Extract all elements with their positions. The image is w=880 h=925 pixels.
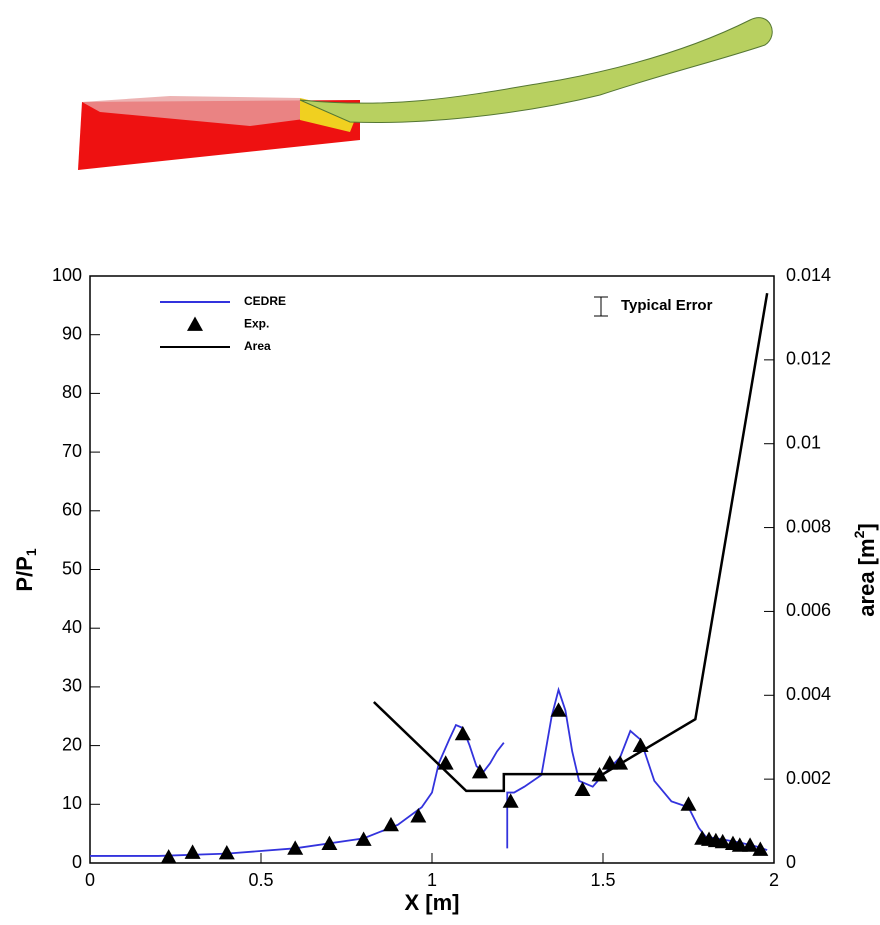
data-marker (714, 833, 731, 849)
legend-label: CEDRE (244, 294, 286, 308)
y2-tick-label: 0.012 (786, 349, 831, 369)
x-tick-label: 1.5 (590, 870, 615, 890)
y2-tick-label: 0.01 (786, 432, 821, 452)
y-tick-label: 0 (72, 852, 82, 872)
y-label-sub: 1 (23, 548, 39, 556)
legend-marker (187, 316, 203, 331)
y-tick-label: 70 (62, 441, 82, 461)
data-line (90, 723, 505, 857)
y-label-main: P/P (12, 556, 37, 591)
y-tick-label: 30 (62, 676, 82, 696)
data-marker (218, 845, 235, 860)
data-marker (184, 844, 201, 859)
y2-tick-label: 0.014 (786, 265, 831, 285)
y-tick-label: 60 (62, 500, 82, 520)
data-marker (601, 755, 618, 770)
data-marker (160, 849, 177, 864)
x-axis-label: X [m] (405, 890, 460, 915)
block-top (82, 96, 358, 126)
y2-tick-label: 0.006 (786, 600, 831, 620)
y-axis-label: P/P1 (12, 548, 39, 591)
y-tick-label: 20 (62, 734, 82, 754)
plot-frame (89, 275, 775, 864)
x-tick-label: 0.5 (248, 870, 273, 890)
y-tick-label: 40 (62, 617, 82, 637)
data-marker (752, 841, 769, 856)
data-marker (454, 725, 471, 741)
y2-tick-label: 0.008 (786, 516, 831, 536)
data-marker (680, 796, 697, 811)
data-line (372, 292, 769, 793)
x-tick-label: 0 (85, 870, 95, 890)
legend-label: Exp. (244, 317, 269, 331)
error-symbol (594, 296, 608, 317)
nozzle-render (78, 17, 773, 170)
x-tick-label: 1 (427, 870, 437, 890)
y2-tick-label: 0.004 (786, 684, 831, 704)
data-marker (502, 793, 519, 808)
y2-tick-label: 0 (786, 852, 796, 872)
data-marker (550, 702, 567, 717)
y2-axis-label: area [m2] (851, 523, 879, 616)
y-tick-label: 10 (62, 793, 82, 813)
y2-label-end: ] (854, 523, 879, 530)
x-tick-label: 2 (769, 870, 779, 890)
data-marker (410, 808, 427, 823)
data-marker (574, 781, 591, 797)
y2-label-main: area [m (854, 538, 879, 616)
data-marker (382, 816, 399, 832)
data-line (506, 686, 768, 851)
data-marker (321, 835, 338, 851)
y2-label-sup: 2 (851, 530, 867, 538)
y-tick-label: 50 (62, 558, 82, 578)
green-tube (299, 17, 773, 124)
data-marker (742, 837, 759, 852)
y-tick-label: 80 (62, 382, 82, 402)
data-marker (471, 764, 488, 779)
y2-tick-label: 0.002 (786, 768, 831, 788)
y-tick-label: 100 (52, 265, 82, 285)
data-marker (731, 837, 748, 852)
data-marker (287, 840, 304, 855)
data-marker (355, 831, 372, 846)
y-tick-label: 90 (62, 323, 82, 343)
legend-label: Area (244, 339, 271, 353)
annotation: Typical Error (621, 297, 713, 314)
